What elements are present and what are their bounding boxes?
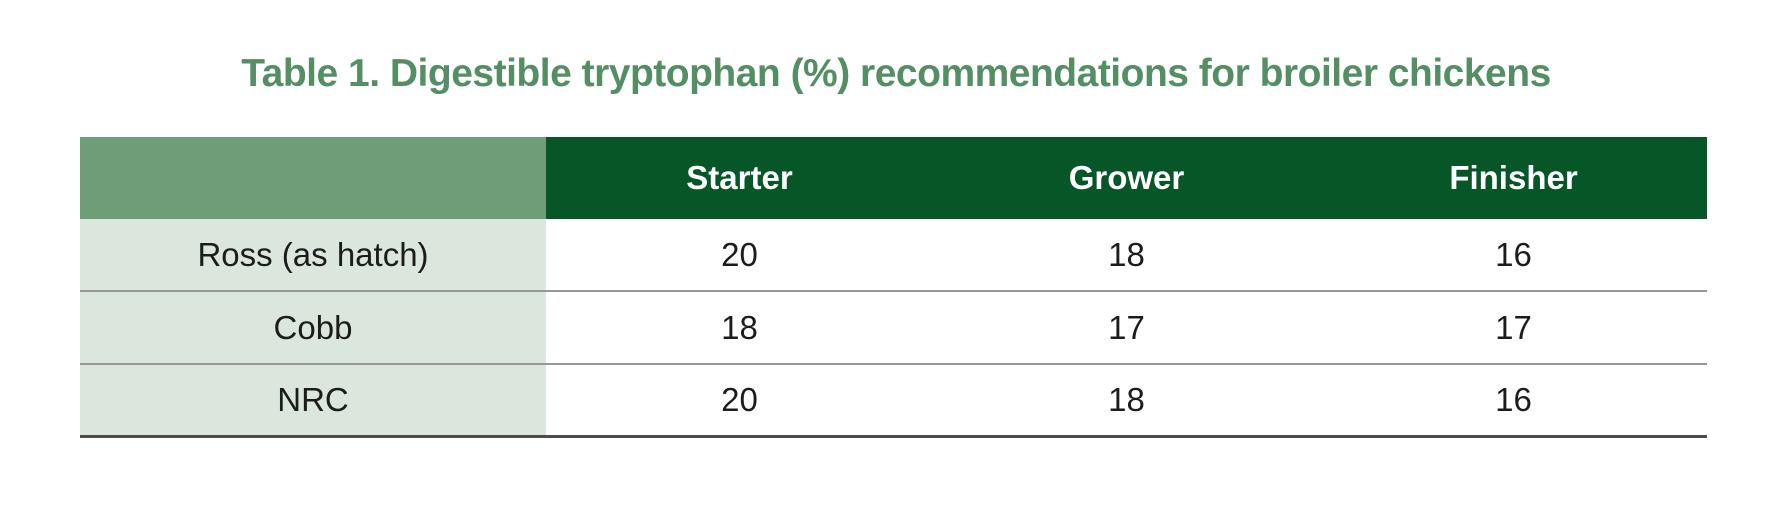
cell-cobb-grower: 17	[1108, 308, 1145, 346]
cell-nrc-grower: 18	[1108, 381, 1145, 418]
data-table: Starter Grower Finisher Ross (as hatch) …	[80, 137, 1707, 438]
table-row-cobb: Cobb 18 17 17	[80, 292, 1707, 365]
row-label-nrc: NRC	[80, 365, 546, 435]
cell-nrc-starter: 20	[721, 381, 758, 418]
row-label-cobb: Cobb	[80, 292, 546, 363]
cell-cobb-starter: 18	[721, 308, 758, 346]
cell-ross-grower: 18	[1108, 235, 1145, 273]
table-header-row: Starter Grower Finisher	[80, 137, 1707, 219]
header-cell-starter: Starter	[546, 137, 933, 219]
row-label-ross: Ross (as hatch)	[80, 219, 546, 290]
table-row-ross: Ross (as hatch) 20 18 16	[80, 219, 1707, 292]
cell-nrc-finisher: 16	[1495, 381, 1532, 418]
cell-ross-finisher: 16	[1495, 235, 1532, 273]
cell-ross-starter: 20	[721, 235, 758, 273]
table-row-nrc: NRC 20 18 16	[80, 365, 1707, 438]
header-cell-grower: Grower	[933, 137, 1320, 219]
cell-cobb-finisher: 17	[1495, 308, 1532, 346]
table-title: Table 1. Digestible tryptophan (%) recom…	[241, 52, 1551, 95]
header-corner-cell	[80, 137, 546, 219]
header-cell-finisher: Finisher	[1320, 137, 1707, 219]
